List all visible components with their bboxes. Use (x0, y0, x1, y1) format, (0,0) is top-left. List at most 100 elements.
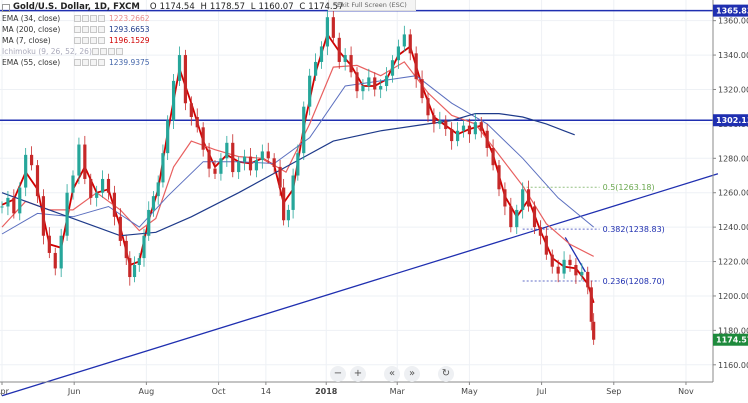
legend-control-icon[interactable] (74, 15, 81, 22)
legend-item-name: Ichimoku (9, 26, 52, 26) (2, 47, 92, 56)
low-label: L (250, 2, 256, 12)
symbol-title: Gold/U.S. Dollar, 1D, FXCM (13, 2, 140, 12)
candle-body (367, 77, 371, 87)
legend-control-icon[interactable] (115, 48, 123, 55)
candle-body (586, 271, 590, 288)
zoom-out-button[interactable]: − (330, 366, 346, 382)
candle-body (408, 34, 412, 54)
legend-control-icon[interactable] (90, 59, 97, 66)
level-price-label: 1365.83 (716, 7, 748, 16)
candle-body (562, 259, 566, 274)
candle-body (132, 264, 137, 278)
x-tick-label: Jun (67, 387, 81, 396)
candle-body (237, 161, 241, 173)
candle-body (207, 149, 211, 169)
candle-body (379, 86, 383, 90)
legend-control-icon[interactable] (90, 15, 97, 22)
legend-control-icon[interactable] (82, 37, 89, 44)
legend-control-icon[interactable] (82, 15, 89, 22)
legend-item-controls[interactable] (74, 37, 105, 44)
legend-control-icon[interactable] (99, 48, 107, 55)
open-value: 1174.54 (159, 2, 195, 12)
series-ema-34-close- (1, 61, 594, 257)
scroll-back-button[interactable]: « (384, 366, 400, 382)
legend-item-name: EMA (34, close) (2, 14, 61, 23)
open-label: O (149, 2, 157, 12)
y-tick-label: 1240.00 (718, 223, 748, 232)
candle-body (402, 34, 406, 47)
legend-control-icon[interactable] (82, 59, 89, 66)
candle-body (177, 55, 182, 81)
legend-row: EMA (55, close) 1239.9375 (2, 57, 346, 68)
candle-body (254, 160, 259, 171)
candle-body (515, 209, 519, 228)
candle-body (455, 130, 460, 142)
candle-body (71, 175, 75, 193)
candle-body (213, 168, 217, 174)
candle-body (12, 197, 16, 214)
zoom-in-button[interactable]: + (350, 366, 366, 382)
level-price-tag (713, 4, 748, 17)
x-tick-label: Nov (678, 387, 694, 396)
candle-body (24, 154, 28, 188)
candle-body (286, 209, 290, 221)
legend-control-icon[interactable] (98, 59, 105, 66)
candle-body (384, 75, 389, 87)
candle-body (544, 235, 548, 255)
legend-control-icon[interactable] (107, 48, 115, 55)
collapse-icon[interactable] (2, 3, 10, 12)
ohlc-readout: O 1174.54 H 1178.57 L 1160.07 C 1174.57 (150, 2, 347, 13)
legend-item-name: EMA (55, close) (2, 58, 61, 67)
candle-body (361, 86, 365, 92)
reset-chart-button[interactable]: ↻ (438, 366, 454, 382)
legend-control-icon[interactable] (74, 26, 81, 33)
candle-body (124, 240, 128, 259)
legend-control-icon[interactable] (98, 15, 105, 22)
legend-item-name: MA (7, close) (2, 36, 51, 45)
y-tick-label: 1280.00 (718, 154, 748, 163)
legend-control-icon[interactable] (82, 26, 89, 33)
candle-body (538, 227, 543, 236)
high-label: H (200, 2, 207, 12)
candle-body (521, 189, 525, 210)
legend-item-controls[interactable] (74, 15, 105, 22)
candle-body (432, 115, 436, 124)
candle-body (355, 72, 359, 92)
fib-label: 0.382(1238.83) (603, 225, 665, 234)
candle-body (337, 37, 341, 62)
candle-body (461, 125, 466, 131)
plot-area[interactable] (0, 0, 713, 382)
legend-item-controls[interactable] (74, 59, 105, 66)
candle-body (59, 235, 63, 269)
candle-body (420, 79, 424, 99)
candle-body (219, 158, 223, 174)
legend-control-icon[interactable] (90, 26, 97, 33)
candle-body (35, 165, 40, 197)
candle-body (151, 196, 156, 210)
candle-body (225, 142, 229, 159)
candle-body (65, 192, 69, 236)
candle-body (349, 55, 353, 73)
legend-item-controls[interactable] (91, 48, 123, 55)
candle-body (83, 144, 87, 179)
candle-body (112, 192, 117, 217)
legend-row: EMA (34, close) 1223.2662 (2, 13, 346, 24)
series-ma-200-close- (1, 113, 575, 237)
scroll-forward-button[interactable]: » (404, 366, 420, 382)
x-axis: Apr Jun Aug Oct 14 2018 Mar May Jul Sep Nov (0, 381, 713, 396)
candle-body (343, 55, 347, 62)
legend-control-icon[interactable] (98, 26, 105, 33)
price-labels: 1365.83 1302.13 1174.57 (713, 4, 748, 346)
legend-control-icon[interactable] (74, 59, 81, 66)
legend-control-icon[interactable] (98, 37, 105, 44)
exit-fullscreen-button[interactable]: Exit Full Screen (ESC) (328, 0, 416, 11)
candle-body (137, 258, 141, 265)
legend-control-icon[interactable] (74, 37, 81, 44)
candle-body (302, 106, 306, 154)
legend-item-controls[interactable] (74, 26, 105, 33)
legend-control-icon[interactable] (91, 48, 99, 55)
legend-item-name: MA (200, close) (2, 25, 61, 34)
legend-control-icon[interactable] (90, 37, 97, 44)
